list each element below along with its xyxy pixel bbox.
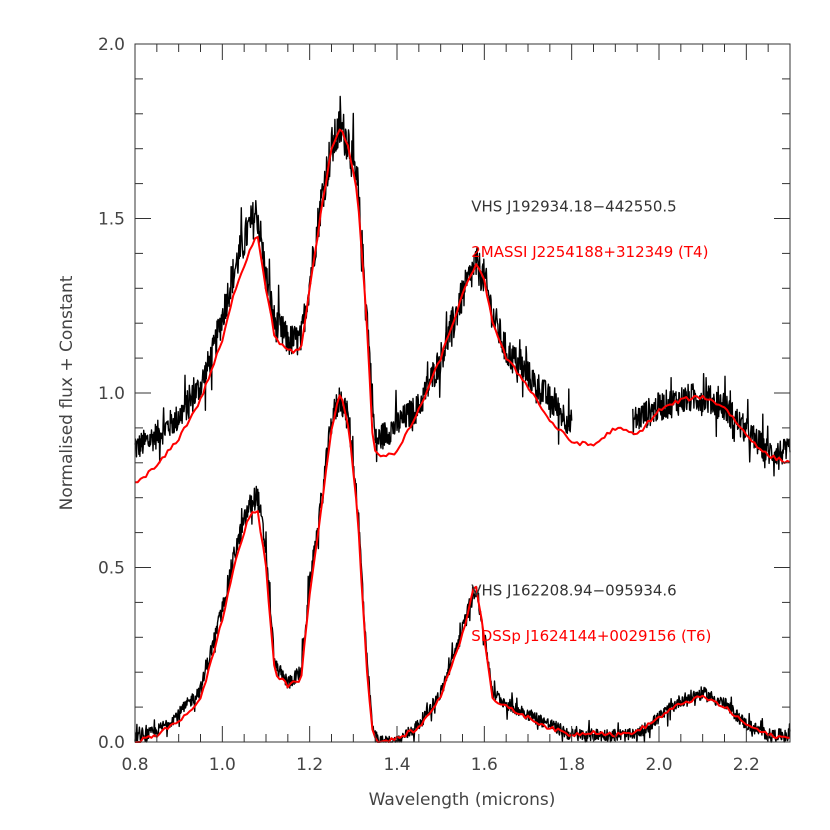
plot-lines bbox=[134, 95, 791, 743]
y-tick-label: 0.0 bbox=[98, 733, 125, 753]
observed-spectrum-line-1 bbox=[632, 373, 791, 477]
x-tick-label: 2.2 bbox=[733, 755, 760, 775]
x-tick-label: 0.8 bbox=[121, 755, 148, 775]
x-tick-label: 1.6 bbox=[471, 755, 498, 775]
observed-spectrum-line-3 bbox=[134, 387, 791, 743]
x-tick-label: 1.4 bbox=[383, 755, 410, 775]
template-spectrum-line-2 bbox=[135, 128, 791, 484]
spectrum-annotation: VHS J162208.94−095934.6 bbox=[471, 581, 677, 599]
x-tick-label: 1.8 bbox=[558, 755, 585, 775]
x-tick-label: 1.0 bbox=[209, 755, 236, 775]
template-spectrum-line-4 bbox=[135, 394, 790, 743]
y-axis-label: Normalised flux + Constant bbox=[57, 275, 77, 510]
x-tick-label: 2.0 bbox=[645, 755, 672, 775]
x-tick-label: 1.2 bbox=[296, 755, 323, 775]
axis-ticks bbox=[134, 43, 791, 743]
y-tick-label: 1.5 bbox=[98, 210, 125, 230]
y-tick-label: 2.0 bbox=[98, 35, 125, 55]
x-axis-label: Wavelength (microns) bbox=[369, 790, 556, 810]
y-tick-label: 0.5 bbox=[98, 559, 125, 579]
spectrum-annotation: 2MASSI J2254188+312349 (T4) bbox=[471, 243, 708, 261]
observed-spectrum-line-0 bbox=[134, 95, 573, 464]
spectrum-annotation: SDSSp J1624144+0029156 (T6) bbox=[471, 627, 711, 645]
y-tick-label: 1.0 bbox=[98, 384, 125, 404]
annotations: VHS J192934.18−442550.5 2MASSI J2254188+3… bbox=[471, 198, 711, 645]
spectrum-annotation: VHS J192934.18−442550.5 bbox=[471, 198, 677, 216]
tick-labels: 0.8 1.0 1.2 1.4 1.6 1.8 2.0 2.2 0.0 0.5 1.0 1.5 2.0 bbox=[98, 35, 760, 775]
